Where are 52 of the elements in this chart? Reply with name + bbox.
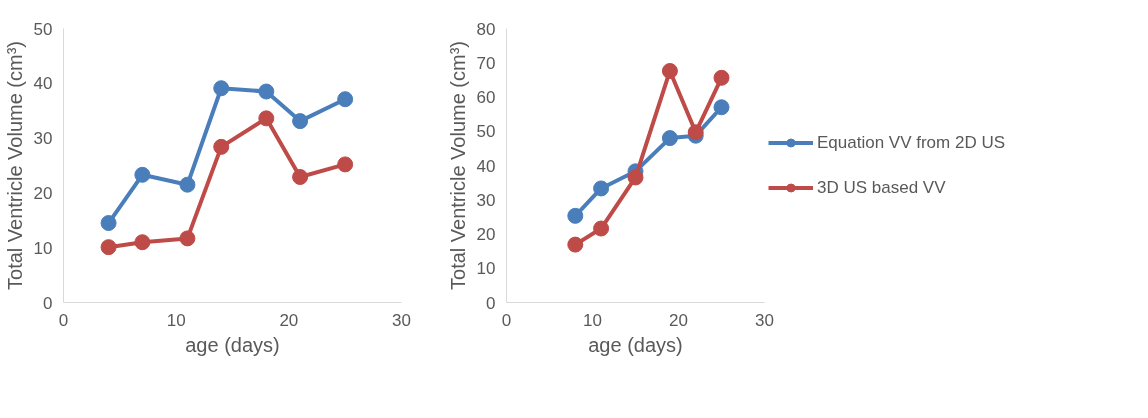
y-tick-label: 30 bbox=[33, 129, 53, 149]
x-tick-label: 10 bbox=[166, 310, 186, 330]
y-tick-label: 0 bbox=[43, 293, 53, 313]
x-tick-label: 20 bbox=[279, 310, 299, 330]
point bbox=[100, 215, 117, 232]
x-tick-label: 30 bbox=[755, 310, 774, 330]
y-tick-label: 20 bbox=[33, 183, 53, 203]
point bbox=[337, 91, 354, 108]
x-tick-label: 0 bbox=[501, 310, 512, 330]
y-tick-label: 0 bbox=[486, 293, 496, 313]
y-tick-label: 60 bbox=[476, 88, 496, 107]
point bbox=[567, 207, 584, 224]
point bbox=[179, 176, 196, 193]
x-tick-label: 30 bbox=[392, 310, 411, 330]
point bbox=[134, 166, 151, 183]
x-axis-title: age (days) bbox=[588, 333, 683, 356]
point bbox=[292, 113, 309, 130]
y-tick-label: 70 bbox=[476, 53, 496, 73]
x-tick-label: 20 bbox=[669, 310, 688, 330]
point bbox=[258, 110, 275, 127]
point bbox=[337, 156, 354, 173]
point bbox=[100, 239, 117, 256]
point bbox=[593, 220, 610, 237]
y-tick-label: 40 bbox=[476, 156, 496, 176]
point bbox=[593, 180, 610, 197]
y-tick-label: 80 bbox=[476, 19, 496, 39]
y-tick-label: 50 bbox=[33, 19, 53, 39]
point bbox=[258, 83, 275, 100]
y-axis-title: Total Ventricle Volume (cm³) bbox=[446, 41, 469, 290]
legend-label: 3D US based VV bbox=[817, 177, 946, 198]
point bbox=[713, 99, 730, 116]
x-tick-label: 10 bbox=[583, 310, 602, 330]
y-tick-label: 30 bbox=[476, 190, 496, 210]
point bbox=[213, 80, 230, 97]
legend-label: Equation VV from 2D US bbox=[817, 132, 1006, 153]
y-tick-label: 10 bbox=[33, 238, 53, 258]
point bbox=[661, 130, 678, 147]
point bbox=[661, 62, 678, 79]
y-axis-title: Total Ventricle Volume (cm³) bbox=[3, 41, 26, 290]
point bbox=[627, 169, 644, 186]
y-tick-label: 40 bbox=[33, 74, 53, 94]
point bbox=[213, 138, 230, 155]
y-tick-label: 50 bbox=[476, 122, 496, 142]
point bbox=[292, 169, 309, 185]
x-axis-title: age (days) bbox=[185, 333, 280, 356]
point bbox=[713, 69, 730, 86]
y-tick-label: 20 bbox=[476, 225, 496, 244]
x-tick-label: 0 bbox=[58, 310, 69, 330]
point bbox=[134, 234, 151, 251]
y-tick-label: 10 bbox=[476, 259, 496, 279]
point bbox=[567, 236, 584, 253]
point bbox=[179, 230, 196, 247]
